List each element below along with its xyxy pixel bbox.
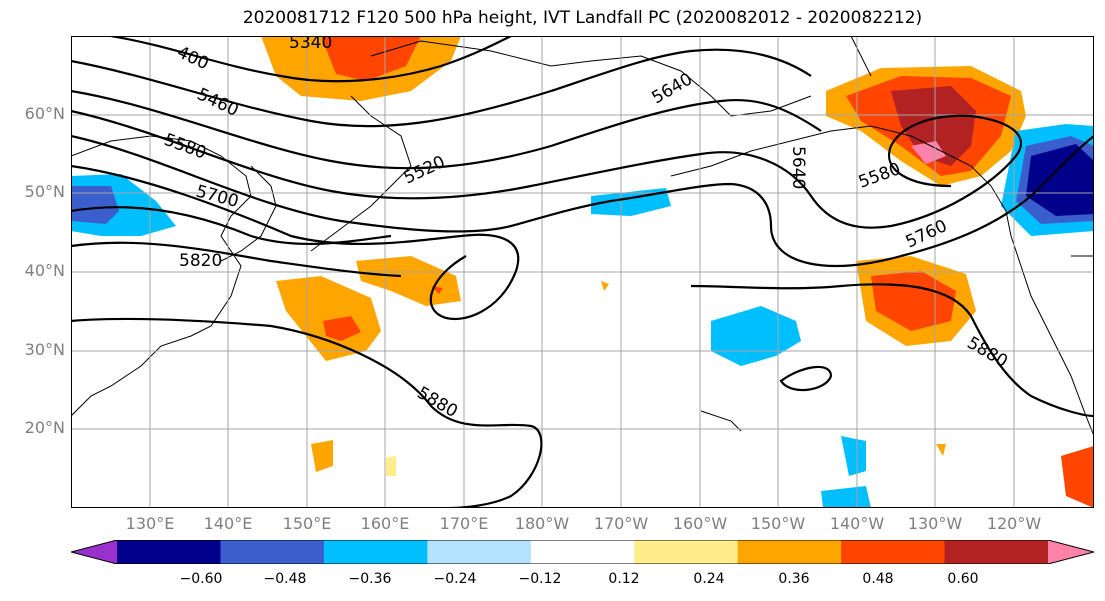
colorbar-tick-label: −0.48 <box>263 571 307 587</box>
colorbar-tick-label: 0.12 <box>608 571 640 587</box>
colorbar-tick-label: 0.60 <box>947 571 979 587</box>
colorbar-tick-label: −0.24 <box>433 571 477 587</box>
contour-label: 5640 <box>788 146 808 189</box>
colorbar-tick-label: −0.36 <box>348 571 392 587</box>
lat-label: 50°N <box>24 182 65 201</box>
colorbar-tick-label: 0.24 <box>693 571 725 587</box>
colorbar <box>71 540 1094 564</box>
lon-label: 130°E <box>125 514 175 533</box>
colorbar-tick-label: −0.12 <box>518 571 562 587</box>
lon-label: 160°W <box>672 514 728 533</box>
colorbar-segment <box>841 540 946 564</box>
colorbar-segment <box>530 540 635 564</box>
lon-label: 120°W <box>986 514 1042 533</box>
gridlines <box>71 36 1094 508</box>
lon-label: 170°E <box>439 514 489 533</box>
lon-label: 140°W <box>829 514 885 533</box>
colorbar-segment <box>323 540 428 564</box>
colorbar-segment <box>117 540 221 564</box>
colorbar-tick-label: 0.36 <box>778 571 810 587</box>
lon-label: 150°W <box>750 514 806 533</box>
colorbar-tick-label: −0.60 <box>179 571 223 587</box>
lon-label: 160°E <box>360 514 410 533</box>
map-title: 2020081712 F120 500 hPa height, IVT Land… <box>242 8 923 28</box>
contour-label: 5340 <box>289 36 332 53</box>
contour-label: 5820 <box>179 251 222 271</box>
lon-label: 130°W <box>907 514 963 533</box>
colorbar-segment <box>1048 540 1094 564</box>
colorbar-segment <box>220 540 325 564</box>
colorbar-segment <box>737 540 842 564</box>
lat-label: 40°N <box>24 261 65 280</box>
height-contours <box>71 36 1094 508</box>
lon-label: 150°E <box>282 514 332 533</box>
colorbar-tick-label: 0.48 <box>862 571 894 587</box>
colorbar-segment <box>944 540 1049 564</box>
lon-label: 180°W <box>514 514 570 533</box>
colorbar-segment <box>71 540 117 564</box>
map-panel: 400 5340 5460 5520 5580 5640 5640 5580 5… <box>71 36 1094 508</box>
lat-label: 20°N <box>24 418 65 437</box>
lat-label: 60°N <box>24 104 65 123</box>
lat-label: 30°N <box>24 340 65 359</box>
lon-label: 170°W <box>593 514 649 533</box>
colorbar-segment <box>634 540 739 564</box>
colorbar-segment <box>427 540 532 564</box>
lon-label: 140°E <box>203 514 253 533</box>
